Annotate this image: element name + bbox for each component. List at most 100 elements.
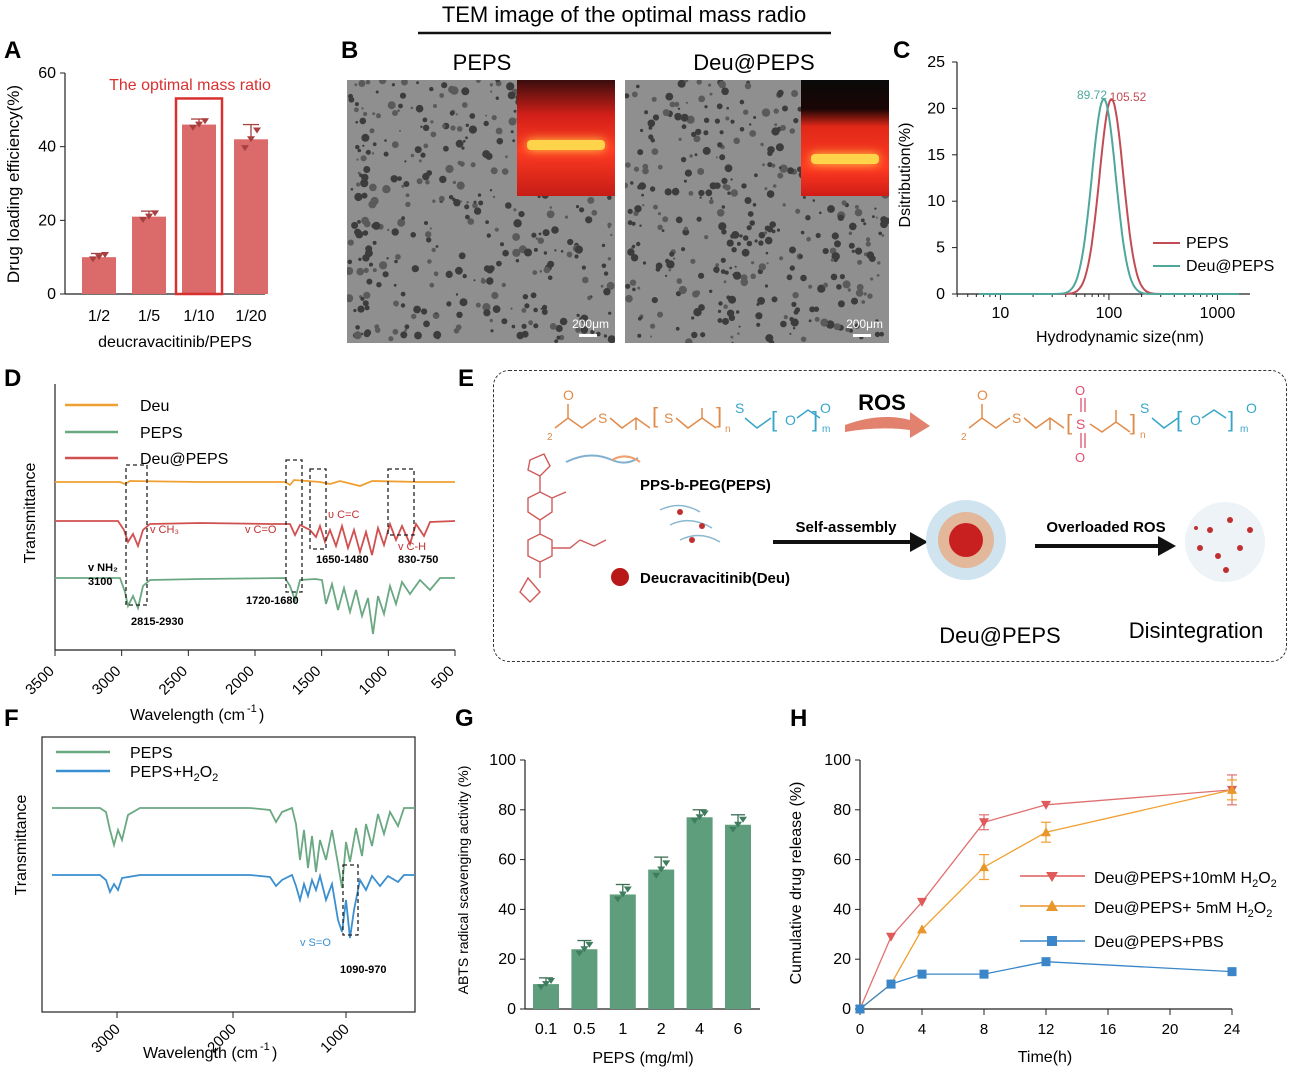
chem-s3-right: S [1140, 400, 1149, 416]
chem-bracket2-open-left: [ [771, 407, 777, 432]
tem-particle [715, 263, 720, 267]
tem-particle [726, 239, 734, 247]
tem-particle [783, 315, 788, 320]
tem-particle [376, 282, 382, 288]
tem-particle [872, 215, 875, 219]
chem-o2-left: O [785, 412, 796, 428]
ann-d-ch: v C-H [398, 541, 426, 553]
panel-h-xtick-label: 24 [1224, 1021, 1241, 1038]
tem-particle [387, 101, 396, 110]
scale-bar-peps [579, 334, 597, 337]
tem-particle [453, 328, 460, 334]
tem-particle [684, 169, 692, 177]
tem-particle [356, 182, 361, 187]
chem-sulfone-s: S [1076, 416, 1085, 432]
tem-particle [815, 232, 821, 239]
tem-particle [372, 268, 377, 273]
tem-particle [720, 257, 726, 263]
panel-a-point [101, 251, 109, 258]
tem-particle [543, 266, 551, 274]
panel-g-point [623, 886, 632, 893]
tem-particle [554, 339, 559, 343]
panel-a-point [145, 213, 153, 220]
panel-c-ytick-label: 20 [927, 100, 945, 117]
tem-particle [522, 294, 529, 300]
tem-particle [758, 240, 764, 246]
tem-particle [410, 106, 414, 110]
panel-g-bar [686, 817, 713, 1009]
legend-h-10mm-sub: 2 [1252, 878, 1258, 890]
tem-particle [651, 148, 659, 155]
tem-particle [574, 254, 579, 259]
tem-particle [723, 304, 728, 309]
tem-particle [438, 195, 445, 202]
panel-f-ylabel: Transmittance [13, 795, 30, 896]
tem-particle [814, 316, 820, 322]
tem-particle [708, 83, 712, 87]
tem-particle [356, 158, 359, 161]
tem-particle [361, 133, 370, 142]
tem-particle [746, 240, 753, 247]
panel-h-ylabel: Cumulative drug release (%) [788, 782, 805, 985]
tem-particle [752, 203, 757, 207]
chem-bonds-right-a [968, 404, 1011, 429]
tem-particle [539, 270, 543, 273]
tem-particle [633, 166, 640, 172]
tem-particle [574, 245, 583, 254]
tem-particle [547, 275, 553, 281]
chem-o2-right: O [1190, 412, 1201, 428]
panel-d-xtick-label: 2500 [156, 663, 192, 699]
tem-particle [754, 173, 758, 178]
tem-particle [358, 80, 366, 87]
scale-label-deu-peps: 200μm [846, 317, 883, 331]
panel-g-point [575, 950, 584, 957]
panel-d-xtick-label: 500 [428, 663, 458, 693]
ann-d-1650: 1650-1480 [316, 554, 369, 566]
panel-e-dashed-frame [493, 370, 1287, 662]
tem-particle [426, 170, 433, 176]
tem-particle [778, 166, 782, 169]
tem-particle [403, 181, 410, 187]
tem-particle [575, 327, 581, 333]
chem-m-left: m [822, 424, 830, 435]
tem-particle [587, 295, 592, 301]
tem-particle [393, 300, 399, 307]
tem-particle [772, 184, 777, 188]
tem-particle [630, 181, 634, 185]
tem-particle [769, 339, 775, 343]
panel-a-bar [82, 257, 116, 294]
tem-particle [713, 266, 720, 273]
tem-particle [651, 297, 658, 304]
panel-e-letter: E [458, 365, 474, 392]
tem-image-peps: 200μm [347, 80, 615, 343]
spectrum-f-peps [52, 806, 415, 889]
tem-particle [867, 293, 873, 299]
tem-particle [433, 104, 437, 108]
tem-particle [695, 128, 702, 136]
tem-particle [521, 330, 529, 338]
panel-h-series-line [859, 961, 1233, 1010]
legend-f-h2o2-sub2: 2 [212, 772, 218, 784]
tem-particle [439, 175, 447, 184]
tem-particle [780, 124, 786, 131]
tem-particle [731, 231, 740, 239]
tem-particle [363, 220, 371, 228]
tem-particle [625, 294, 633, 303]
tem-particle [441, 82, 448, 89]
panel-h-point [979, 862, 989, 872]
panel-g-ytick-label: 0 [507, 1001, 516, 1018]
tem-particle [878, 231, 882, 236]
tem-particle [587, 196, 595, 204]
panel-g-bar [571, 949, 598, 1009]
tem-particle [834, 240, 841, 248]
box-d-2815 [125, 464, 148, 606]
ann-d-830: 830-750 [398, 554, 438, 566]
tem-particle [767, 150, 773, 156]
tem-particle [845, 327, 850, 332]
tem-particle [362, 300, 369, 307]
tem-particle [730, 119, 735, 124]
chem-s1-right: S [1012, 410, 1021, 426]
tem-particle [777, 172, 784, 179]
tem-particle [540, 307, 543, 310]
tem-particle [697, 168, 705, 175]
